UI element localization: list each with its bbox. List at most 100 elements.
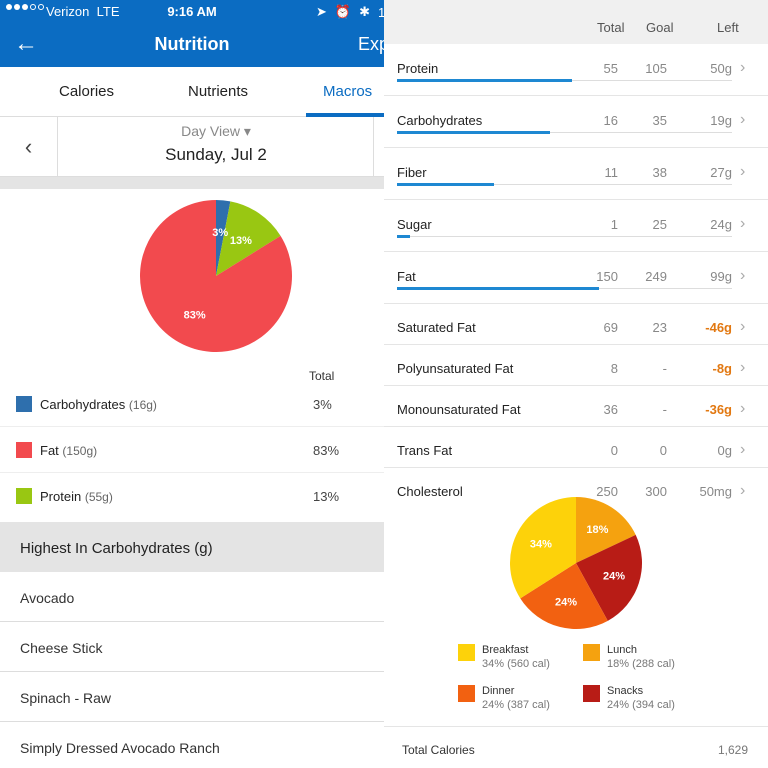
nutrient-total: 16	[603, 113, 618, 128]
previous-day-button[interactable]: ‹	[0, 117, 58, 176]
nutrient-left: -36g	[705, 402, 732, 417]
nutrient-label: Monounsaturated Fat	[397, 402, 521, 417]
food-row[interactable]: Cheese Stick	[0, 622, 384, 672]
legend-label: Dinner	[482, 685, 515, 697]
legend-row-carbohydrates: Carbohydrates (16g) 3%	[0, 381, 384, 427]
nutrient-label: Polyunsaturated Fat	[397, 361, 514, 376]
nav-bar: ← Nutrition Exp	[0, 22, 384, 67]
back-arrow-icon[interactable]: ←	[14, 30, 38, 57]
macros-label-protein: 13%	[230, 235, 252, 247]
nutrient-row-monounsaturated-fat[interactable]: Monounsaturated Fat 36 - -36g ›	[384, 386, 768, 427]
nutrient-total: 55	[603, 61, 618, 76]
view-dropdown[interactable]: Day View ▾	[58, 123, 374, 140]
nutrient-total: 11	[604, 165, 619, 180]
legend-sub: 24% (394 cal)	[607, 699, 675, 711]
carbohydrates-swatch	[16, 396, 32, 412]
nutrient-label: Carbohydrates	[397, 113, 483, 128]
nutrient-total: 150	[596, 269, 618, 284]
macros-label-carbohydrates: 3%	[212, 227, 228, 239]
tab-calories[interactable]: Calories	[59, 83, 115, 100]
tab-nutrients[interactable]: Nutrients	[188, 83, 249, 100]
meals-slice-breakfast	[510, 497, 576, 599]
nutrient-label: Fiber	[397, 165, 427, 180]
nutrient-goal: 249	[645, 269, 667, 284]
chevron-right-icon: ›	[740, 59, 746, 76]
nutrients-panel: Total Goal Left Protein 55 105 50g › Carbohyd…	[384, 0, 768, 768]
nutrient-total: 1	[610, 217, 618, 232]
progress-fill	[397, 131, 550, 134]
nutrient-left: 27g	[710, 165, 732, 180]
progress-track	[397, 183, 732, 186]
macros-slice-carbohydrates	[216, 200, 231, 276]
legend-row-protein: Protein (55g) 13%	[0, 473, 384, 519]
progress-fill	[397, 235, 410, 238]
divider	[373, 117, 374, 176]
status-icons: ➤ ⏰ ✱ 100	[316, 4, 384, 20]
nutrient-label: Protein	[397, 61, 439, 76]
nutrient-goal: 23	[652, 320, 667, 335]
nutrient-row-polyunsaturated-fat[interactable]: Polyunsaturated Fat 8 - -8g ›	[384, 345, 768, 386]
view-dropdown-label: Day View	[181, 123, 240, 139]
progress-fill	[397, 79, 572, 82]
nutrient-goal: 25	[652, 217, 667, 232]
macros-pie-chart: 3%13% 83%	[140, 200, 292, 352]
macros-slice-fat	[140, 200, 292, 352]
legend-sub: 18% (288 cal)	[607, 658, 675, 670]
export-button[interactable]: Exp	[358, 34, 384, 54]
total-calories-label: Total Calories	[402, 743, 475, 757]
progress-track	[397, 131, 732, 134]
nutrient-label: Trans Fat	[397, 443, 453, 458]
nutrient-goal: -	[662, 402, 667, 417]
battery-label: 100	[378, 4, 384, 20]
header-left: Left	[717, 20, 739, 35]
highest-in-header: Highest In Carbohydrates (g)	[0, 522, 384, 572]
protein-swatch	[16, 488, 32, 504]
nutrient-row-sugar[interactable]: Sugar 1 25 24g ›	[384, 200, 768, 252]
legend-label: Protein (55g)	[40, 489, 113, 504]
legend-total-header: Total	[309, 369, 335, 383]
total-calories-row: Total Calories 1,629	[384, 726, 768, 768]
legend-percent: 13%	[313, 489, 340, 504]
legend-label: Fat (150g)	[40, 443, 98, 458]
progress-track	[397, 235, 732, 238]
fat-swatch	[16, 442, 32, 458]
chevron-right-icon: ›	[740, 163, 746, 180]
snacks-swatch	[583, 685, 600, 702]
meals-label-dinner: 24%	[555, 597, 577, 609]
macros-label-fat: 83%	[184, 309, 206, 321]
nutrient-total: 8	[610, 361, 618, 376]
nutrient-row-protein[interactable]: Protein 55 105 50g ›	[384, 44, 768, 96]
legend-label: Carbohydrates (16g)	[40, 397, 157, 412]
meals-slice-snacks	[576, 534, 642, 621]
header-goal: Goal	[646, 20, 674, 35]
nutrient-row-fat[interactable]: Fat 150 249 99g ›	[384, 252, 768, 304]
page-title: Nutrition	[154, 34, 230, 54]
progress-fill	[397, 183, 494, 186]
date-selector: ‹ Day View ▾ Sunday, Jul 2	[0, 117, 384, 177]
nutrient-row-saturated-fat[interactable]: Saturated Fat 69 23 -46g ›	[384, 304, 768, 345]
nutrient-goal: 38	[652, 165, 667, 180]
meals-label-breakfast: 34%	[530, 539, 552, 551]
nutrient-row-trans-fat[interactable]: Trans Fat 0 0 0g ›	[384, 427, 768, 468]
food-row[interactable]: Avocado	[0, 572, 384, 622]
nutrient-left: 50g	[710, 61, 732, 76]
nutrient-row-carbohydrates[interactable]: Carbohydrates 16 35 19g ›	[384, 96, 768, 148]
food-row[interactable]: Simply Dressed Avocado Ranch	[20, 740, 220, 756]
nutrient-left: 50mg	[699, 484, 732, 499]
nutrient-row-cholesterol[interactable]: Cholesterol 250 300 50mg ›	[384, 468, 768, 516]
carrier-label: Verizon LTE	[46, 4, 120, 19]
nutrient-label: Saturated Fat	[397, 320, 476, 335]
chevron-right-icon: ›	[740, 215, 746, 232]
current-date: Sunday, Jul 2	[165, 145, 267, 164]
nutrient-goal: 0	[659, 443, 667, 458]
caret-down-icon: ▾	[243, 123, 251, 139]
lunch-swatch	[583, 644, 600, 661]
nutrient-row-fiber[interactable]: Fiber 11 38 27g ›	[384, 148, 768, 200]
food-row[interactable]: Spinach - Raw	[0, 672, 384, 722]
progress-track	[397, 287, 732, 290]
status-bar: Verizon LTE 9:16 AM ➤ ⏰ ✱ 100	[0, 0, 384, 22]
legend-label: Lunch	[607, 644, 637, 656]
meals-pie-chart: 18% 24% 24% 34%	[510, 497, 642, 629]
progress-fill	[397, 287, 599, 290]
tab-macros[interactable]: Macros	[323, 83, 373, 100]
